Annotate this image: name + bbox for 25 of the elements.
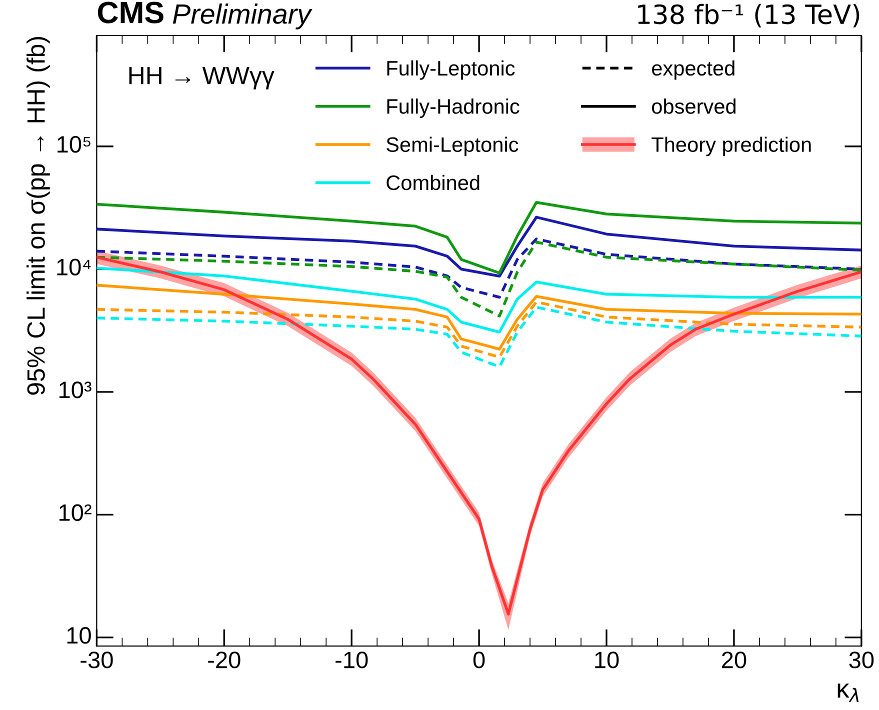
y-tick-label: 10⁴	[57, 258, 91, 276]
x-tick-label: 30	[849, 652, 874, 668]
chart-title: CMS	[98, 2, 164, 24]
x-tick-label: -20	[208, 652, 240, 668]
x-tick-label: 0	[473, 652, 485, 668]
x-tick-label: 10	[595, 652, 619, 668]
annotation: observed	[652, 98, 736, 114]
y-tick-label: 10	[67, 627, 91, 644]
legend-label: Fully-Hadronic	[387, 98, 520, 118]
x-axis-title: κ$_{λ}$	[838, 684, 859, 702]
y-tick-label: 10²	[60, 504, 92, 522]
chart-subtitle: Preliminary	[172, 4, 312, 30]
y-tick-label: 10³	[60, 382, 92, 398]
y-tick-label: 10⁵	[58, 136, 90, 153]
x-tick-label: 20	[722, 652, 746, 668]
annotation: expected	[652, 60, 734, 80]
x-tick-label: -10	[336, 652, 368, 668]
y-axis-title: 95% CL limit on σ(pp → HH) (fb)	[26, 37, 50, 395]
legend-label: Theory prediction	[652, 136, 811, 156]
legend-label: Combined	[386, 174, 480, 190]
legend-label: Fully-Leptonic	[387, 60, 515, 80]
text: 138 fb⁻¹ (13 TeV)	[638, 4, 860, 28]
annotation: HH → WWγγ	[129, 66, 274, 90]
x-tick-label: -30	[80, 652, 113, 668]
legend-label: Semi-Leptonic	[386, 136, 518, 156]
